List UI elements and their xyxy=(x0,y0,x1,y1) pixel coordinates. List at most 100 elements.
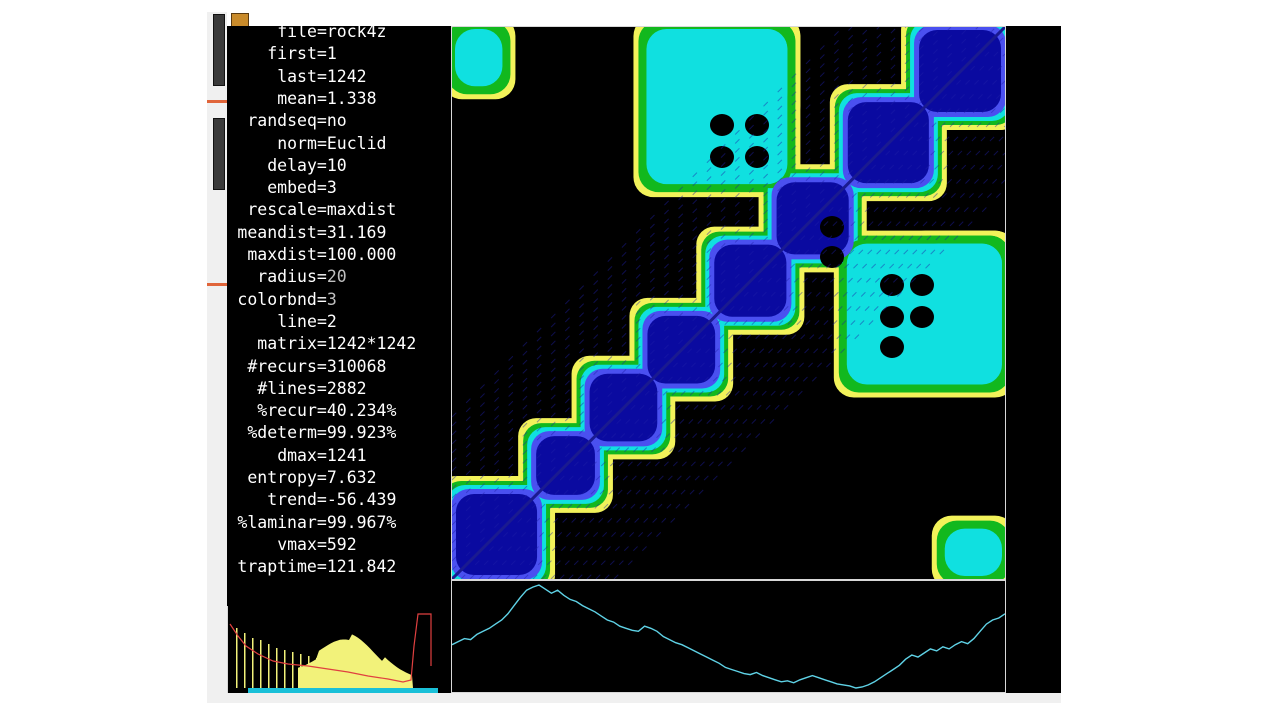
stat-line-determ: %determ=99.923% xyxy=(247,423,396,443)
stat-equals: = xyxy=(316,44,327,64)
histogram-bar xyxy=(236,628,238,688)
stat-key: radius xyxy=(257,267,317,287)
stat-equals: = xyxy=(316,378,327,398)
rp-texture-line xyxy=(452,27,898,472)
stat-value: 99.923% xyxy=(326,423,397,443)
rp-texture-line xyxy=(452,27,997,571)
stat-key: entropy xyxy=(247,468,317,487)
stat-key: first xyxy=(267,44,317,64)
stat-equals: = xyxy=(316,445,327,465)
stat-equals: = xyxy=(316,512,327,532)
stat-value: 1242 xyxy=(326,66,367,86)
stat-key: traptime xyxy=(237,557,317,577)
stat-value: 99.967% xyxy=(326,512,397,532)
stat-equals: = xyxy=(316,155,327,175)
stat-key: line xyxy=(277,311,317,331)
stat-key: last xyxy=(277,66,317,86)
histogram-bar xyxy=(284,650,286,688)
stat-line-radius: radius=20 xyxy=(257,267,346,287)
rp-texture-line xyxy=(452,27,979,553)
rp-texture-line xyxy=(460,35,1005,579)
histogram-bar xyxy=(244,633,246,688)
taskbar-thumbnail[interactable] xyxy=(213,14,225,86)
stat-value: 121.842 xyxy=(326,557,397,577)
stat-equals: = xyxy=(316,557,327,577)
stat-line-recurs: #recurs=310068 xyxy=(247,357,386,377)
stat-key: colorbnd xyxy=(237,289,317,309)
stat-line-embed: embed=3 xyxy=(267,178,337,198)
rp-hole xyxy=(910,306,934,328)
stat-key: #recurs xyxy=(247,356,317,376)
rp-band-offdiag xyxy=(944,528,1002,576)
desktop-accent-line xyxy=(207,283,227,286)
stat-equals: = xyxy=(316,289,327,309)
rp-band-offdiag xyxy=(455,29,503,87)
rp-texture-line xyxy=(452,27,916,490)
rp-hole xyxy=(745,146,769,168)
stat-key: randseq xyxy=(247,111,317,131)
stat-line-line: line=2 xyxy=(277,312,337,332)
rp-texture-line xyxy=(452,27,907,481)
stat-value: maxdist xyxy=(326,200,397,220)
rp-hole xyxy=(710,114,734,136)
rp-texture-line xyxy=(452,27,889,463)
stat-equals: = xyxy=(316,133,327,153)
histogram-curve xyxy=(229,613,432,683)
stat-value: 1.338 xyxy=(326,88,377,108)
recurrence-plot xyxy=(451,26,1006,580)
line-length-histogram xyxy=(227,606,440,693)
histogram-bar xyxy=(292,652,294,688)
stat-line-colorbnd: colorbnd=3 xyxy=(237,290,336,310)
rqa-output-window: file=rock4z first=1 last=1242 mean=1.338 ran… xyxy=(227,22,1061,693)
stat-line-trend: trend=-56.439 xyxy=(267,490,396,510)
stat-key: meandist xyxy=(237,222,317,242)
stat-line-matrix: matrix=1242*1242 xyxy=(257,334,416,354)
stat-line-delay: delay=10 xyxy=(267,156,346,176)
rp-texture-line xyxy=(595,170,1005,579)
stat-line-randseq: randseq=no xyxy=(247,111,346,131)
stat-equals: = xyxy=(316,111,327,131)
stat-key: delay xyxy=(267,155,317,175)
stat-equals: = xyxy=(316,534,327,554)
stat-value: 310068 xyxy=(326,356,387,376)
rp-texture-line xyxy=(452,27,844,418)
stat-value: 2882 xyxy=(326,378,367,398)
rp-hole xyxy=(880,306,904,328)
stat-equals: = xyxy=(316,22,327,41)
stat-line-entropy: entropy=7.632 xyxy=(247,468,376,488)
stat-value: no xyxy=(326,111,347,131)
stat-value: 7.632 xyxy=(326,468,377,487)
stat-equals: = xyxy=(316,222,327,242)
time-series-line xyxy=(452,584,1005,689)
title-bar[interactable] xyxy=(227,12,1060,26)
stat-key: trend xyxy=(267,490,317,510)
rp-hole xyxy=(880,274,904,296)
stat-equals: = xyxy=(316,311,327,331)
stat-equals: = xyxy=(316,88,327,108)
stat-equals: = xyxy=(316,200,327,220)
stat-equals: = xyxy=(316,267,327,287)
time-series-canvas xyxy=(452,584,1005,689)
stat-value: 2 xyxy=(326,311,337,331)
stat-value: 3 xyxy=(326,289,337,309)
rp-texture-line xyxy=(568,143,1005,579)
stat-key: %laminar xyxy=(237,512,317,532)
stat-value: 592 xyxy=(326,534,357,554)
stat-line-file: file=rock4z xyxy=(277,22,386,42)
histogram-baseline xyxy=(248,688,438,693)
rp-texture-line xyxy=(559,134,1005,579)
recurrence-plot-canvas xyxy=(452,27,1005,579)
rp-texture-line xyxy=(487,62,1005,579)
stat-line-last: last=1242 xyxy=(277,67,366,87)
stat-equals: = xyxy=(316,490,327,510)
rp-texture-line xyxy=(452,27,862,436)
rp-hole xyxy=(745,114,769,136)
rp-hole xyxy=(880,336,904,358)
stat-value: 40.234% xyxy=(326,401,397,421)
rp-texture-line xyxy=(452,27,853,427)
stat-key: norm xyxy=(277,133,317,153)
taskbar-thumbnail[interactable] xyxy=(213,118,225,190)
rp-hole xyxy=(910,274,934,296)
rp-texture-line xyxy=(452,27,988,562)
rp-texture-line xyxy=(613,188,1005,579)
